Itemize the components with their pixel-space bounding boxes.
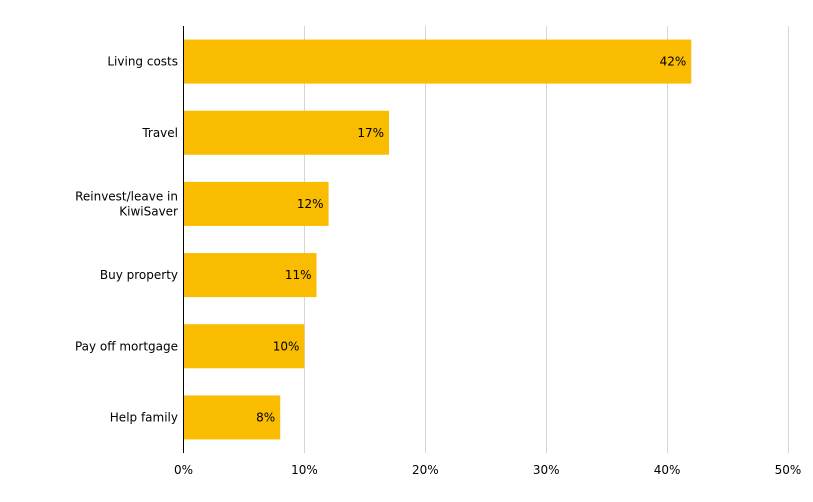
- category-label: Reinvest/leave in KiwiSaver: [75, 189, 178, 218]
- x-tick-label: 30%: [533, 463, 560, 477]
- gridlines: [304, 26, 789, 453]
- category-label: Pay off mortgage: [75, 339, 178, 353]
- x-tick-label: 40%: [654, 463, 681, 477]
- bar: [183, 253, 317, 298]
- data-label: 12%: [297, 197, 324, 211]
- category-label: Help family: [110, 410, 178, 424]
- bar: [183, 181, 329, 226]
- x-tick-label: 20%: [412, 463, 439, 477]
- data-label: 11%: [285, 268, 312, 282]
- x-axis-ticks: 0% 10% 20% 30% 40% 50%: [174, 463, 801, 477]
- category-labels: Living costs Travel Reinvest/leave in KiwiS…: [75, 55, 178, 425]
- bars: 42% 17% 12% 11% 10% 8%: [183, 39, 692, 440]
- x-tick-label: 50%: [775, 463, 802, 477]
- x-tick-label: 10%: [291, 463, 318, 477]
- data-label: 8%: [256, 410, 275, 424]
- bar: [183, 39, 692, 84]
- bar: [183, 110, 390, 155]
- bar: [183, 395, 281, 440]
- category-label: Buy property: [100, 268, 178, 282]
- category-label: Living costs: [107, 55, 178, 69]
- category-label: Travel: [141, 126, 178, 140]
- data-label: 10%: [273, 339, 300, 353]
- data-label: 17%: [357, 126, 384, 140]
- data-label: 42%: [660, 55, 687, 69]
- bar: [183, 324, 305, 369]
- x-tick-label: 0%: [174, 463, 193, 477]
